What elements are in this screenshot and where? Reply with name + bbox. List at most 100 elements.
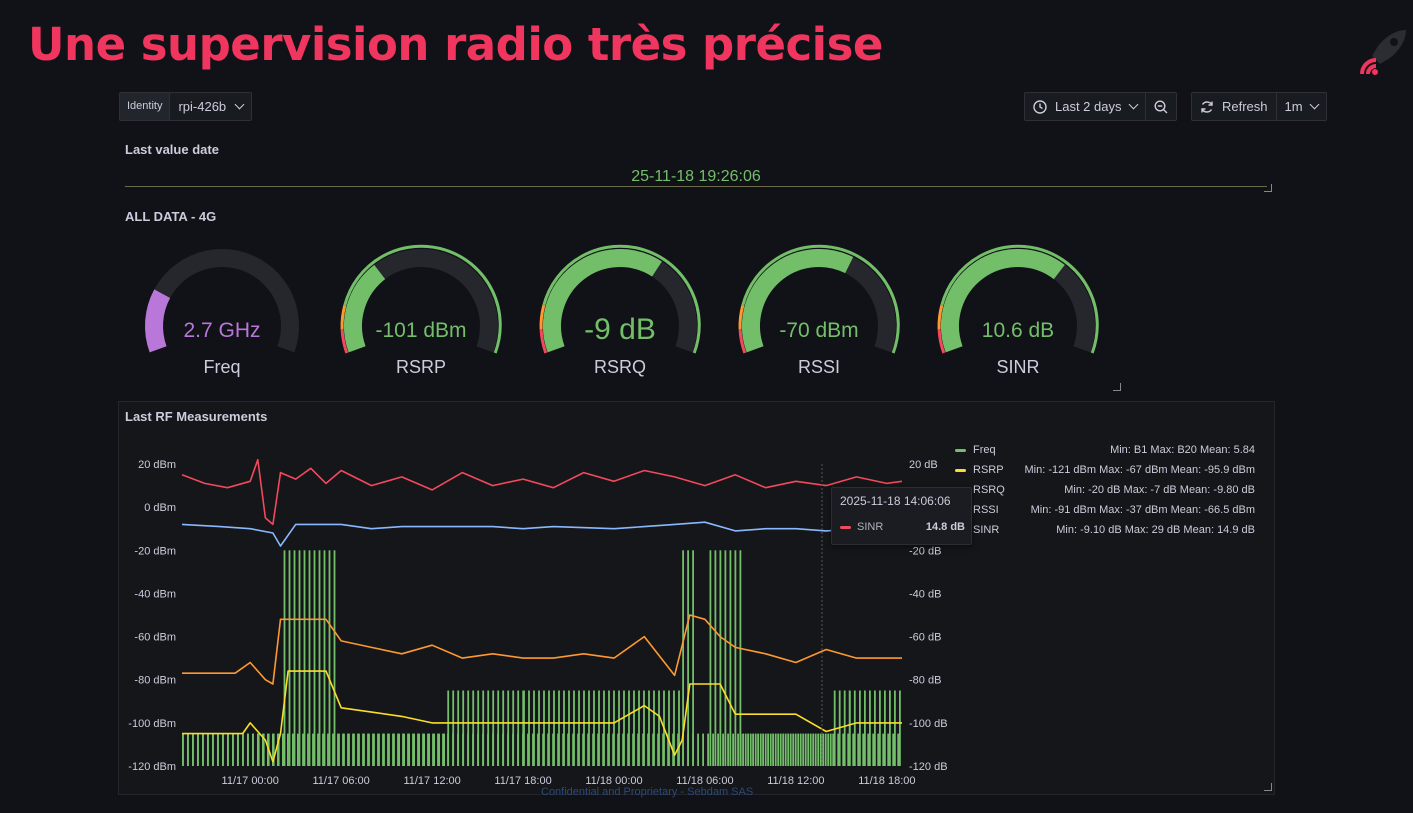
freq-bar <box>727 733 729 766</box>
zoom-out-button[interactable] <box>1146 93 1176 120</box>
freq-bar <box>573 690 575 766</box>
gauge-label: RSRP <box>395 357 446 377</box>
x-tick: 11/17 06:00 <box>313 775 370 787</box>
freq-bar <box>443 733 445 766</box>
freq-bar <box>864 690 866 766</box>
freq-bar <box>517 733 519 766</box>
freq-bar <box>602 733 604 766</box>
panel-resize-handle[interactable] <box>1264 783 1272 791</box>
freq-bar <box>777 733 780 766</box>
x-tick: 11/18 06:00 <box>676 775 733 787</box>
freq-bar <box>303 550 306 766</box>
time-controls: Last 2 days <box>1024 92 1177 121</box>
time-range-picker[interactable]: Last 2 days <box>1025 93 1145 120</box>
legend-item[interactable]: RSRQ Min: -20 dB Max: -7 dB Mean: -9.80 d… <box>955 480 1255 500</box>
freq-bar <box>383 733 385 766</box>
freq-bar <box>533 690 535 766</box>
freq-bar <box>283 550 286 766</box>
freq-bar <box>398 733 400 766</box>
freq-bar <box>658 690 660 766</box>
freq-bar <box>749 733 752 766</box>
freq-bar <box>593 690 595 766</box>
freq-bar <box>642 733 644 766</box>
series-rsrp-line <box>182 670 902 763</box>
freq-bar <box>592 733 594 766</box>
chart-legend: Freq Min: B1 Max: B20 Mean: 5.84 RSRP Min: … <box>955 440 1255 540</box>
freq-bar <box>822 733 825 766</box>
freq-bar <box>568 690 570 766</box>
freq-bar <box>482 733 484 766</box>
freq-bar <box>408 733 410 766</box>
freq-bar <box>889 690 891 766</box>
gauge-freq: 2.7 GHz Freq <box>132 236 312 386</box>
freq-bar <box>362 733 364 766</box>
freq-bar <box>512 733 514 766</box>
freq-bar <box>267 733 269 766</box>
freq-bar <box>313 550 316 766</box>
freq-bar <box>618 690 620 766</box>
freq-bar <box>847 733 850 766</box>
legend-name: Freq <box>973 444 996 456</box>
freq-bar <box>288 550 291 766</box>
freq-bar <box>797 733 800 766</box>
freq-bar <box>257 733 259 766</box>
panel-resize-handle[interactable] <box>1113 383 1121 391</box>
freq-bar <box>327 733 329 766</box>
freq-bar <box>857 733 860 766</box>
refresh-button[interactable]: Refresh <box>1192 93 1276 120</box>
freq-bar <box>402 733 404 766</box>
freq-bar <box>472 690 475 766</box>
freq-bar <box>467 733 469 766</box>
freq-bar <box>553 690 555 766</box>
panel-resize-handle[interactable] <box>1264 184 1272 192</box>
freq-bar <box>343 733 345 766</box>
freq-bar <box>714 550 717 766</box>
freq-bar <box>588 690 590 766</box>
gauges-panel-title: ALL DATA - 4G <box>125 209 217 224</box>
freq-bar <box>528 690 530 766</box>
gauge-threshold-green <box>741 244 900 354</box>
freq-bar <box>643 690 645 766</box>
freq-bar <box>217 733 219 766</box>
freq-bar <box>807 733 810 766</box>
legend-item[interactable]: RSRP Min: -121 dBm Max: -67 dBm Mean: -95… <box>955 460 1255 480</box>
freq-bar <box>277 733 279 766</box>
freq-bar <box>482 690 485 766</box>
freq-bar <box>774 733 777 766</box>
identity-value: rpi-426b <box>178 99 227 114</box>
freq-bar <box>472 733 474 766</box>
freq-bar <box>317 733 319 766</box>
freq-bar <box>378 733 380 766</box>
freq-bar <box>882 733 885 766</box>
time-range-label: Last 2 days <box>1055 99 1122 114</box>
legend-item[interactable]: RSSI Min: -91 dBm Max: -37 dBm Mean: -66.… <box>955 500 1255 520</box>
freq-bar <box>769 733 772 766</box>
freq-bar <box>598 690 600 766</box>
freq-bar <box>887 733 890 766</box>
freq-bar <box>817 733 820 766</box>
freq-bar <box>452 733 454 766</box>
freq-bar <box>412 733 414 766</box>
freq-bar <box>662 733 664 766</box>
freq-bar <box>308 550 311 766</box>
freq-bar <box>692 550 694 766</box>
legend-item[interactable]: SINR Min: -9.10 dB Max: 29 dB Mean: 14.9 … <box>955 520 1255 540</box>
freq-bar <box>804 733 807 766</box>
tooltip-series: SINR <box>857 521 884 533</box>
freq-bar <box>397 733 399 766</box>
freq-bar <box>467 690 470 766</box>
slide-title: Une supervision radio très précise <box>28 18 883 71</box>
freq-bar <box>237 733 239 766</box>
freq-bar <box>762 733 764 766</box>
freq-bar <box>377 733 379 766</box>
footer-text: Confidential and Proprietary - Sebdam SA… <box>541 786 754 798</box>
refresh-interval-select[interactable]: 1m <box>1277 93 1326 120</box>
freq-bar <box>538 690 540 766</box>
freq-bar <box>452 690 455 766</box>
freq-bar <box>562 733 564 766</box>
y-left-tick: -40 dBm <box>134 588 176 600</box>
legend-item[interactable]: Freq Min: B1 Max: B20 Mean: 5.84 <box>955 440 1255 460</box>
freq-bar <box>862 733 865 766</box>
identity-select[interactable]: rpi-426b <box>170 93 251 120</box>
